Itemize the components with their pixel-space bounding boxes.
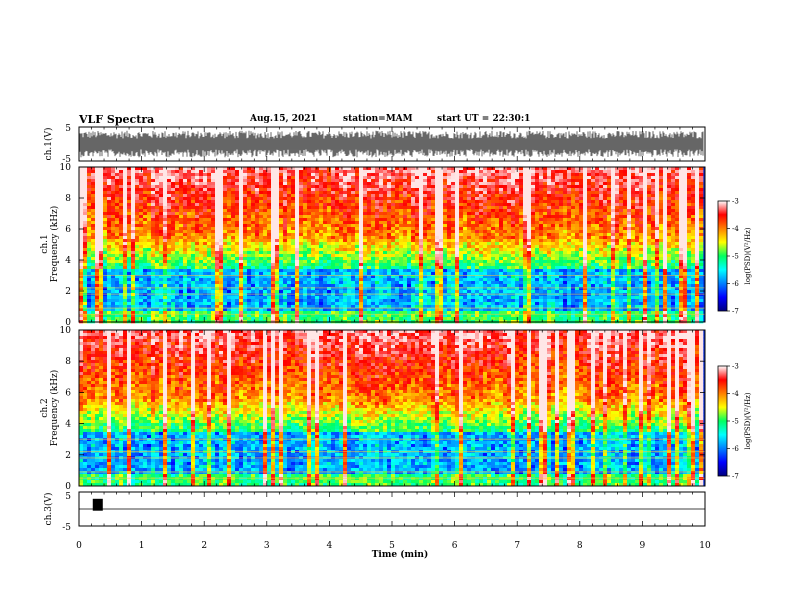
ch1-waveform-trace — [79, 130, 704, 158]
ch1-freq-axis-label: Frequency (kHz) — [49, 206, 60, 283]
ch3-ylabel: ch.3(V) — [43, 493, 54, 526]
time-tick-label: 5 — [389, 541, 395, 551]
colorbar-tick-label: -3 — [732, 198, 739, 206]
colorbar-tick-label: -7 — [732, 473, 739, 481]
freq-tick-label: 0 — [65, 482, 71, 492]
ch2-spec-time-ticks — [78, 330, 706, 486]
time-tick-label: 6 — [452, 541, 458, 551]
start-time-label: start UT = 22:30:1 — [437, 114, 531, 124]
ch3-ytick-top: 5 — [65, 492, 71, 502]
freq-tick-label: 6 — [65, 388, 71, 398]
figure-title: VLF Spectra — [79, 113, 155, 126]
time-axis-label: Time (min) — [372, 549, 429, 560]
ch1-spectrogram-cells — [79, 167, 705, 324]
freq-tick-label: 6 — [65, 225, 71, 235]
ch1-colorbar-ticks: -3 -4 -5 -6 -7 — [727, 198, 739, 316]
ch1-ytick-bottom: -5 — [62, 155, 71, 165]
freq-tick-label: 4 — [65, 420, 71, 430]
ch2-freq-ticks: 0 2 4 6 8 10 — [60, 326, 705, 492]
freq-tick-label: 2 — [65, 451, 71, 461]
colorbar-tick-label: -5 — [732, 418, 739, 426]
time-axis-tick-labels: 0 1 2 3 4 5 6 7 8 9 10 — [76, 541, 711, 551]
time-tick-label: 3 — [264, 541, 270, 551]
time-tick-label: 9 — [640, 541, 646, 551]
ch1-colorbar — [717, 200, 728, 312]
freq-tick-label: 2 — [65, 287, 71, 297]
freq-tick-label: 10 — [60, 163, 72, 173]
date-label: Aug.15, 2021 — [250, 114, 317, 124]
colorbar-tick-label: -6 — [732, 280, 739, 288]
ch1-freq-ticks: 0 2 4 6 8 10 — [60, 163, 705, 328]
time-tick-label: 8 — [577, 541, 583, 551]
freq-tick-label: 0 — [65, 318, 71, 328]
freq-tick-label: 8 — [65, 357, 71, 367]
time-tick-label: 10 — [699, 541, 711, 551]
station-label: station=MAM — [343, 114, 413, 124]
colorbar-tick-label: -3 — [732, 363, 739, 371]
time-tick-label: 7 — [514, 541, 520, 551]
ch1-waveform-panel: 5 -5 ch.1(V) — [43, 124, 706, 165]
colorbar-tick-label: -7 — [732, 308, 739, 316]
ch2-freq-axis-label: Frequency (kHz) — [49, 370, 60, 447]
ch3-ytick-bottom: -5 — [62, 523, 71, 533]
time-tick-label: 4 — [327, 541, 333, 551]
time-tick-label: 1 — [139, 541, 145, 551]
colorbar-tick-label: -4 — [732, 225, 739, 233]
time-tick-label: 2 — [201, 541, 207, 551]
ch1-channel-label: ch.1 — [40, 234, 50, 253]
ch2-spectrogram-cells — [79, 330, 705, 487]
colorbar-tick-label: -5 — [732, 253, 739, 261]
freq-tick-label: 4 — [65, 256, 71, 266]
ch3-pulse — [92, 498, 103, 511]
ch2-colorbar-ticks: -3 -4 -5 -6 -7 — [727, 363, 739, 481]
ch3-ticks — [78, 492, 706, 526]
freq-tick-label: 8 — [65, 194, 71, 204]
freq-tick-label: 10 — [60, 326, 72, 336]
ch2-colorbar-label: log(PSD)(V²/Hz) — [744, 392, 752, 449]
ch2-channel-label: ch.2 — [40, 398, 50, 417]
ch1-colorbar-label: log(PSD)(V²/Hz) — [744, 227, 752, 284]
ch1-ytick-top: 5 — [65, 124, 71, 134]
ch2-colorbar — [717, 365, 728, 477]
colorbar-tick-label: -6 — [732, 445, 739, 453]
ch1-ticks — [78, 127, 706, 161]
ch3-waveform-panel: 5 -5 ch.3(V) — [43, 491, 706, 533]
ch1-spec-time-ticks — [78, 167, 706, 322]
ch1-ylabel: ch.1(V) — [43, 128, 54, 161]
time-tick-label: 0 — [76, 541, 82, 551]
colorbar-tick-label: -4 — [732, 390, 739, 398]
